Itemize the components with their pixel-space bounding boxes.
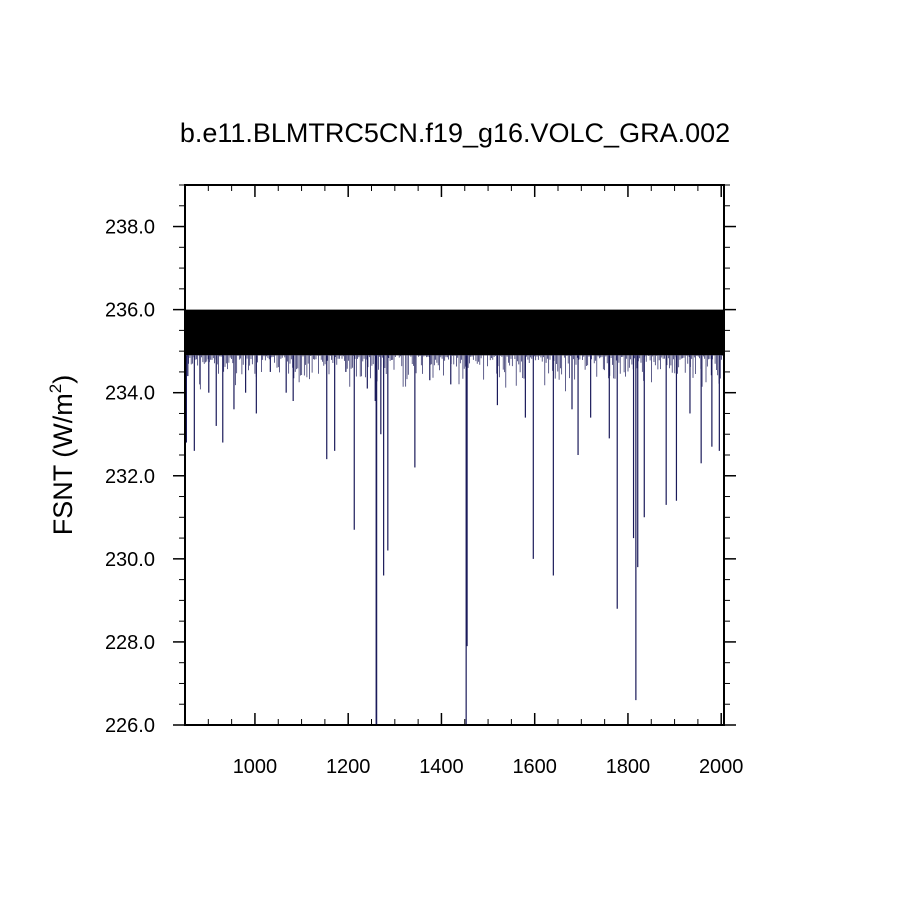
x-tick-label: 1800 (606, 756, 651, 778)
x-tick-label: 1000 (233, 756, 278, 778)
x-tick-label: 1600 (512, 756, 557, 778)
y-axis-label: FSNT (W/m2) (46, 375, 78, 535)
series-band-fill (185, 309, 724, 356)
series-line-layer (184, 342, 725, 725)
y-axis-label-close: ) (48, 375, 78, 384)
y-tick-label: 226.0 (105, 715, 155, 737)
axis-ticks (173, 184, 736, 726)
series-band (185, 309, 724, 392)
x-tick-label: 1400 (419, 756, 464, 778)
plot-frame (184, 184, 725, 726)
y-tick-label: 236.0 (105, 300, 155, 322)
series-band-fringe (185, 355, 724, 392)
y-axis-label-main: FSNT (W/m (48, 393, 78, 535)
tick-labels: 1000 1200 1400 1600 1800 2000 226.0 228.0 230.0 2… (105, 217, 744, 778)
y-tick-label: 232.0 (105, 466, 155, 488)
y-tick-label: 228.0 (105, 632, 155, 654)
x-tick-label: 2000 (699, 756, 744, 778)
y-tick-label: 230.0 (105, 549, 155, 571)
y-tick-label: 238.0 (105, 217, 155, 239)
y-tick-label: 234.0 (105, 383, 155, 405)
chart-title: b.e11.BLMTRC5CN.f19_g16.VOLC_GRA.002 (179, 118, 731, 148)
x-tick-label: 1200 (326, 756, 371, 778)
y-axis-label-superscript: 2 (46, 384, 65, 393)
